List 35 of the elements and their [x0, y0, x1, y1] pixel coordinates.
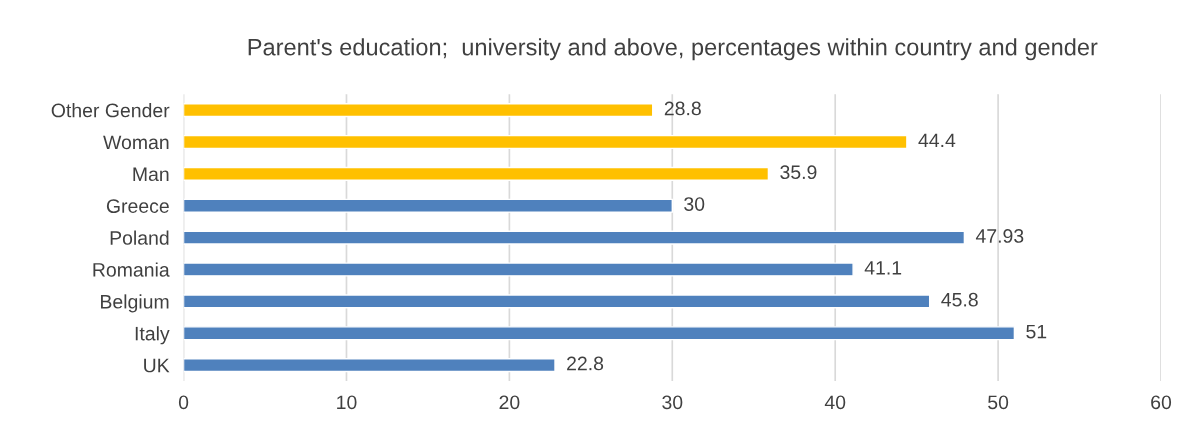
chart-title: Parent's education; university and above, percentages within country and gender [248, 38, 1098, 61]
bar [183, 230, 966, 245]
x-tick-label: 0 [178, 395, 189, 410]
data-label: 51 [1026, 324, 1047, 339]
data-label: 35.9 [780, 165, 817, 180]
bar [183, 294, 931, 309]
data-label: 47.93 [975, 229, 1024, 243]
bar [183, 262, 854, 277]
y-tick-label: Woman [103, 135, 169, 150]
data-label: 45.8 [941, 292, 978, 307]
x-tick-label: 30 [662, 395, 683, 410]
y-tick-label: Romania [93, 262, 170, 277]
y-tick-label: Poland [110, 230, 169, 245]
data-label: 44.4 [918, 133, 956, 148]
data-label: 22.8 [567, 356, 604, 371]
data-label: 30 [684, 197, 705, 211]
x-tick-label: 40 [824, 395, 846, 410]
bar [183, 166, 770, 181]
data-label: 41.1 [864, 261, 902, 275]
y-tick-label: UK [144, 358, 170, 373]
bar [183, 198, 673, 213]
x-tick-label: 20 [499, 395, 520, 410]
y-tick-label: Man [133, 167, 169, 182]
bar [183, 103, 654, 118]
data-label: 28.8 [664, 101, 701, 116]
bar [183, 326, 1016, 341]
y-tick-label: Belgium [101, 294, 169, 313]
x-tick-label: 60 [1151, 395, 1172, 410]
y-tick-label: Other Gender [51, 103, 170, 118]
bar [183, 358, 556, 373]
x-tick-label: 50 [988, 395, 1009, 410]
y-tick-label: Greece [106, 199, 169, 213]
y-tick-label: Italy [135, 326, 170, 345]
x-tick-label: 10 [337, 395, 357, 410]
bar [183, 134, 908, 150]
